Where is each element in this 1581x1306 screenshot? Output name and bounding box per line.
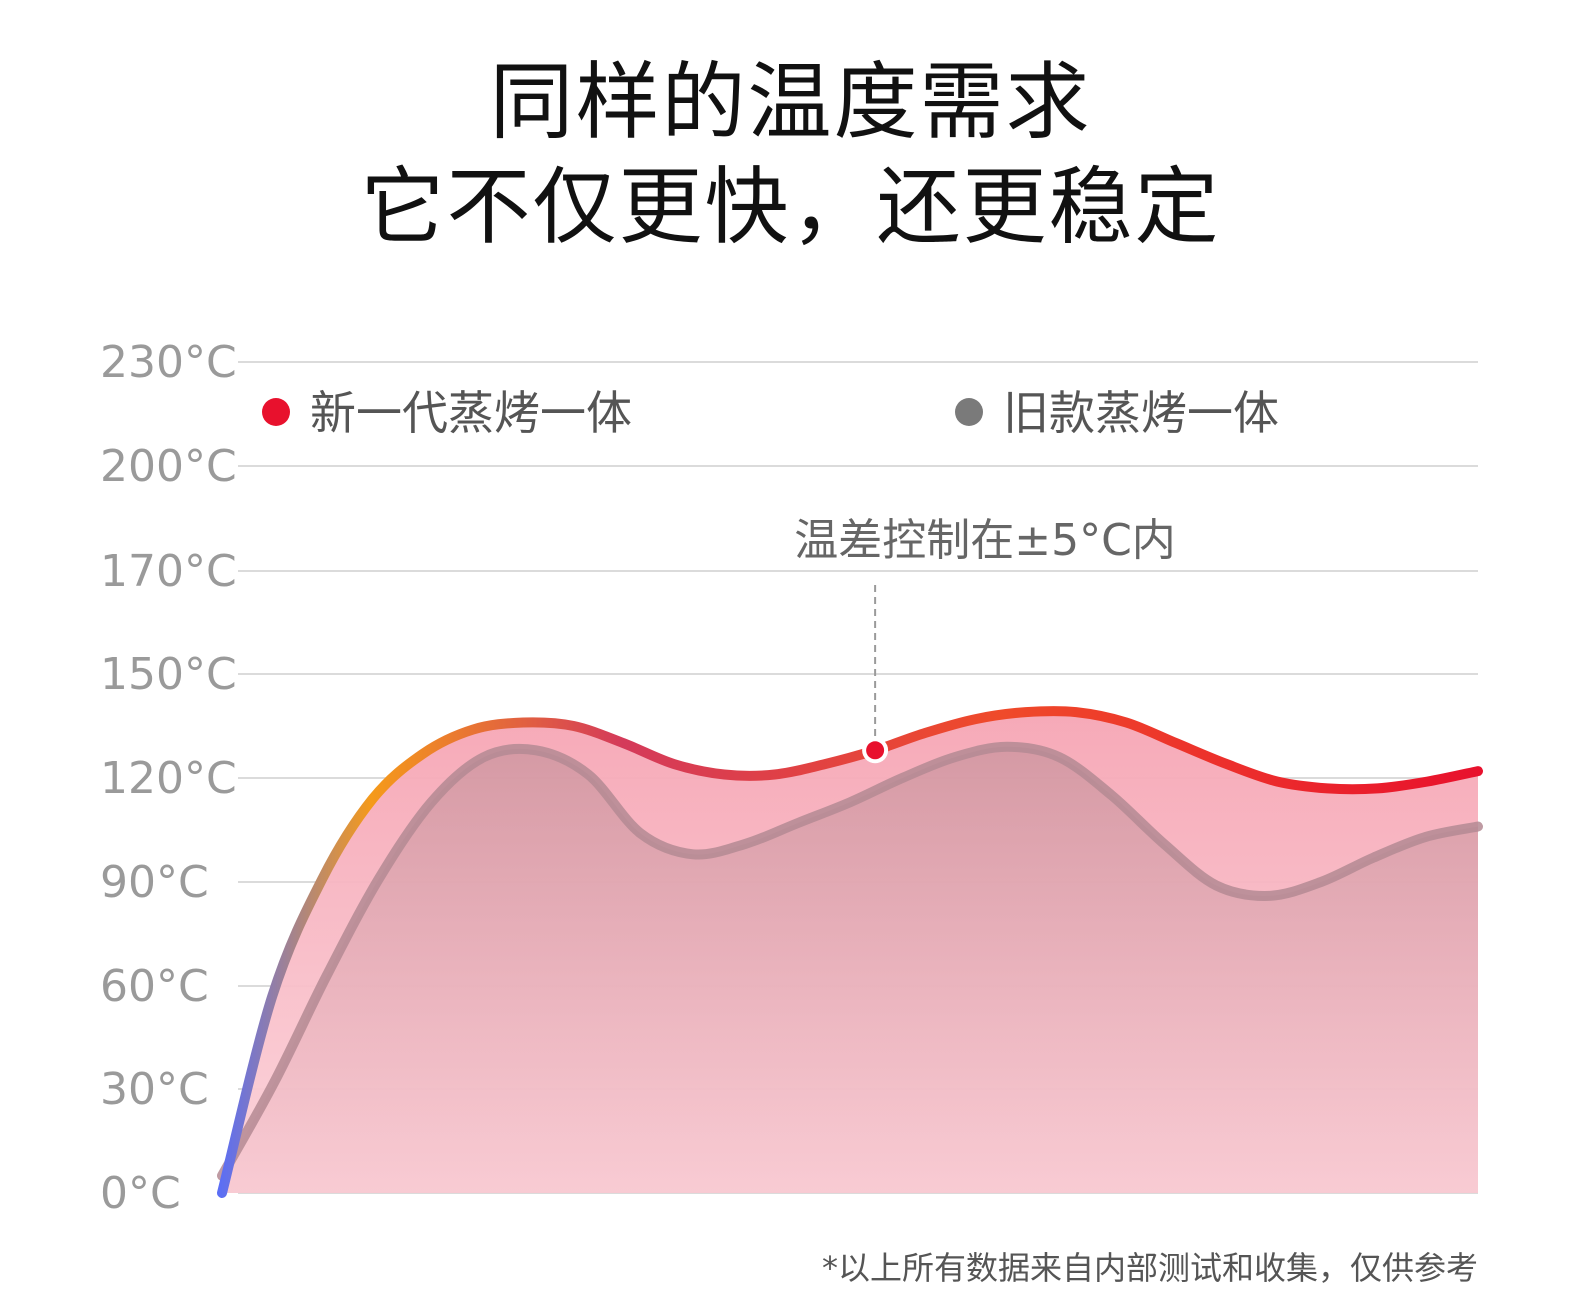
legend-marker [955,398,983,426]
legend: 新一代蒸烤一体 旧款蒸烤一体 [262,386,1279,440]
legend-marker [262,398,290,426]
y-tick-label: 30°C [100,1064,209,1115]
chart-title-line-2: 它不仅更快，还更稳定 [360,158,1221,256]
legend-label: 旧款蒸烤一体 [1003,386,1279,440]
y-tick-label: 60°C [100,961,209,1012]
y-tick-label: 230°C [100,337,237,388]
y-tick-label: 170°C [100,546,237,597]
annotation-label: 温差控制在±5°C内 [794,515,1176,566]
series-lines [217,706,1483,1198]
legend-label: 新一代蒸烤一体 [310,386,632,440]
chart-title-line-1: 同样的温度需求 [489,53,1092,151]
old-series-area [222,746,1478,1193]
annotation: 温差控制在±5°C内 [794,515,1176,764]
y-tick-label: 90°C [100,857,209,908]
y-tick-label: 0°C [100,1168,181,1219]
new-series-line [217,706,1483,1198]
y-tick-label: 200°C [100,441,237,492]
annotation-point [866,741,885,760]
old-series-line [217,741,1483,1181]
y-tick-label: 150°C [100,649,237,700]
y-tick-label: 120°C [100,753,237,804]
footnote: *以上所有数据来自内部测试和收集，仅供参考 [821,1249,1478,1287]
series-areas [222,711,1478,1193]
y-axis-tick-labels: 0°C 30°C 60°C 90°C 120°C 150°C 170°C 200°C 230°C [100,337,237,1219]
